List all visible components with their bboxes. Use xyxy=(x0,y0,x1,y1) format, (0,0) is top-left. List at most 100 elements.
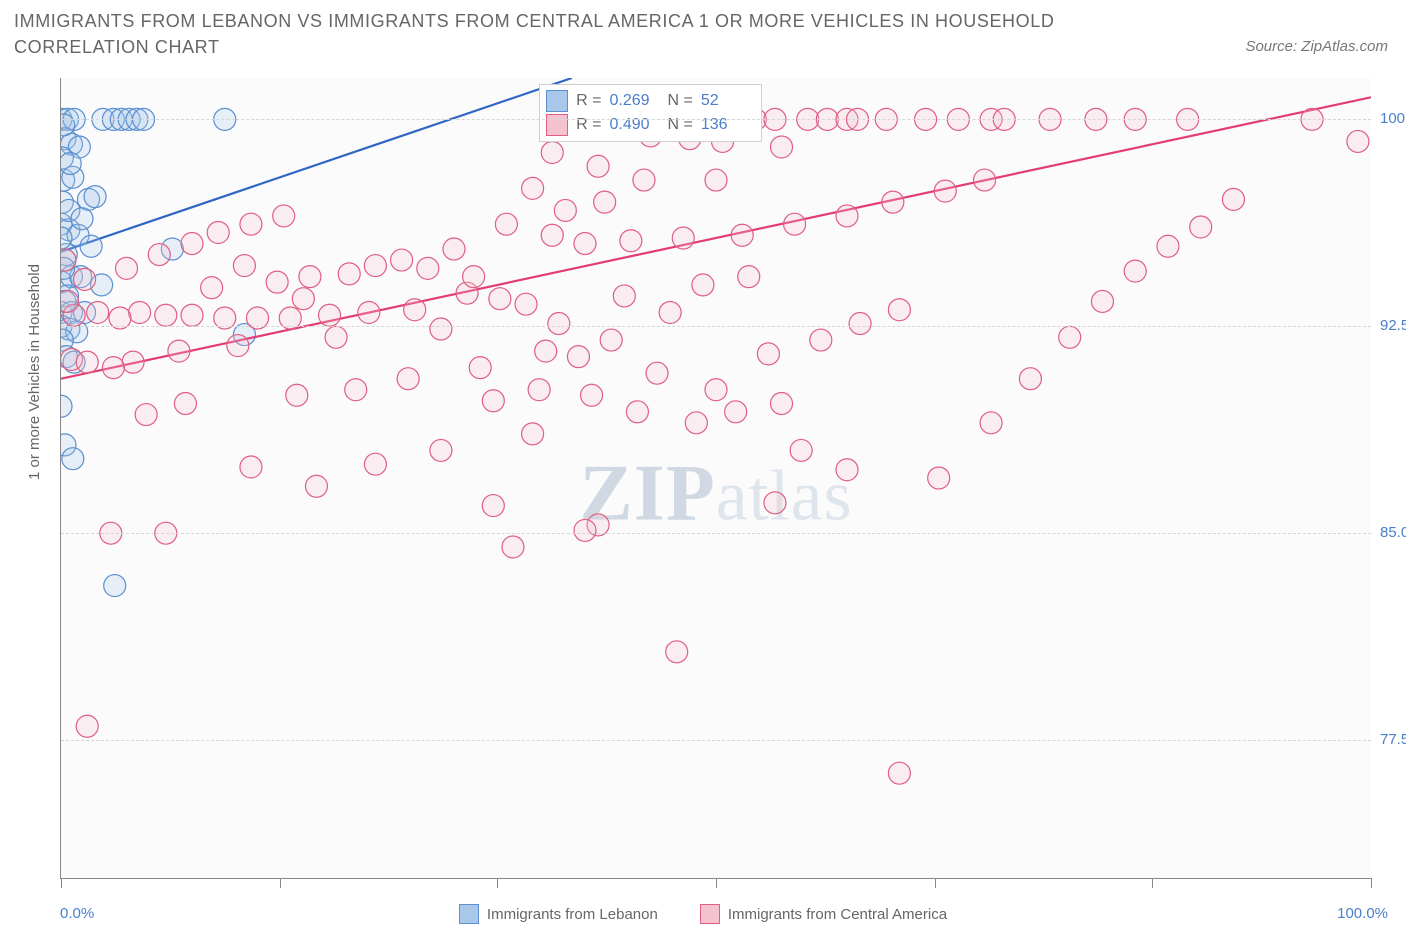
legend-item-2: Immigrants from Central America xyxy=(700,904,947,924)
s1-point xyxy=(104,575,126,597)
s2-point xyxy=(338,263,360,285)
s2-point xyxy=(600,329,622,351)
stats-swatch-2 xyxy=(546,114,568,136)
s2-point xyxy=(836,205,858,227)
s2-point xyxy=(207,221,229,243)
s2-point xyxy=(1222,188,1244,210)
x-tick xyxy=(61,878,62,888)
s2-point xyxy=(135,404,157,426)
s2-point xyxy=(1124,260,1146,282)
s2-point xyxy=(522,423,544,445)
x-tick xyxy=(497,878,498,888)
stats-row-1: R = 0.269 N = 52 xyxy=(546,89,751,113)
chart-container: IMMIGRANTS FROM LEBANON VS IMMIGRANTS FR… xyxy=(0,0,1406,930)
s2-point xyxy=(528,379,550,401)
s2-point xyxy=(515,293,537,315)
s2-point xyxy=(430,318,452,340)
s2-point xyxy=(1019,368,1041,390)
s2-point xyxy=(489,288,511,310)
s2-point xyxy=(227,335,249,357)
stats-swatch-1 xyxy=(546,90,568,112)
gridline xyxy=(61,119,1371,120)
s2-point xyxy=(116,257,138,279)
s2-point xyxy=(148,244,170,266)
s2-point xyxy=(61,290,79,312)
s2-point xyxy=(305,475,327,497)
s2-point xyxy=(541,224,563,246)
s2-point xyxy=(836,459,858,481)
y-tick-label: 92.5% xyxy=(1380,317,1398,334)
stats-n-value-2: 136 xyxy=(701,113,751,137)
s2-point xyxy=(266,271,288,293)
stats-n-label-1: N = xyxy=(667,89,692,113)
s2-point xyxy=(76,351,98,373)
s2-point xyxy=(463,266,485,288)
s2-point xyxy=(594,191,616,213)
s2-point xyxy=(358,301,380,323)
s2-point xyxy=(784,213,806,235)
s2-point xyxy=(391,249,413,271)
s2-point xyxy=(417,257,439,279)
s2-point xyxy=(1091,290,1113,312)
s2-point xyxy=(685,412,707,434)
s2-point xyxy=(888,299,910,321)
y-tick-label: 85.0% xyxy=(1380,524,1398,541)
s2-point xyxy=(731,224,753,246)
s2-point xyxy=(430,439,452,461)
s2-point xyxy=(888,762,910,784)
s1-point xyxy=(84,186,106,208)
s1-point xyxy=(71,208,93,230)
s2-point xyxy=(469,357,491,379)
s2-point xyxy=(587,155,609,177)
s2-point xyxy=(129,301,151,323)
s2-point xyxy=(87,301,109,323)
s2-point xyxy=(672,227,694,249)
s2-point xyxy=(102,357,124,379)
s2-point xyxy=(76,715,98,737)
legend-label-2: Immigrants from Central America xyxy=(728,906,947,923)
s2-point xyxy=(1190,216,1212,238)
s2-point xyxy=(319,304,341,326)
s2-point xyxy=(705,379,727,401)
x-tick xyxy=(1152,878,1153,888)
stats-r-label-1: R = xyxy=(576,89,601,113)
s2-point xyxy=(74,268,96,290)
s2-point xyxy=(646,362,668,384)
stats-r-value-1: 0.269 xyxy=(609,89,659,113)
s2-point xyxy=(567,346,589,368)
s2-point xyxy=(181,304,203,326)
gridline xyxy=(61,533,1371,534)
s2-point xyxy=(535,340,557,362)
y-axis-label: 1 or more Vehicles in Household xyxy=(26,264,43,480)
s2-point xyxy=(299,266,321,288)
stats-row-2: R = 0.490 N = 136 xyxy=(546,113,751,137)
s2-point xyxy=(364,453,386,475)
s2-point xyxy=(692,274,714,296)
legend-item-1: Immigrants from Lebanon xyxy=(459,904,658,924)
s2-point xyxy=(980,412,1002,434)
s2-point xyxy=(174,393,196,415)
legend-swatch-1 xyxy=(459,904,479,924)
s2-point xyxy=(541,141,563,163)
s2-point xyxy=(613,285,635,307)
stats-r-label-2: R = xyxy=(576,113,601,137)
s2-point xyxy=(345,379,367,401)
chart-svg xyxy=(61,78,1371,878)
s2-point xyxy=(581,384,603,406)
s2-point xyxy=(666,641,688,663)
bottom-legend: Immigrants from Lebanon Immigrants from … xyxy=(0,904,1406,924)
x-tick xyxy=(280,878,281,888)
s2-point xyxy=(233,255,255,277)
s2-point xyxy=(273,205,295,227)
s2-point xyxy=(292,288,314,310)
s2-point xyxy=(181,233,203,255)
s2-point xyxy=(240,456,262,478)
legend-swatch-2 xyxy=(700,904,720,924)
gridline xyxy=(61,326,1371,327)
s2-point xyxy=(522,177,544,199)
x-tick xyxy=(935,878,936,888)
s2-point xyxy=(790,439,812,461)
s2-point xyxy=(201,277,223,299)
plot-area: ZIPatlas R = 0.269 N = 52 R = 0.490 N = … xyxy=(60,78,1371,879)
s2-point xyxy=(502,536,524,558)
